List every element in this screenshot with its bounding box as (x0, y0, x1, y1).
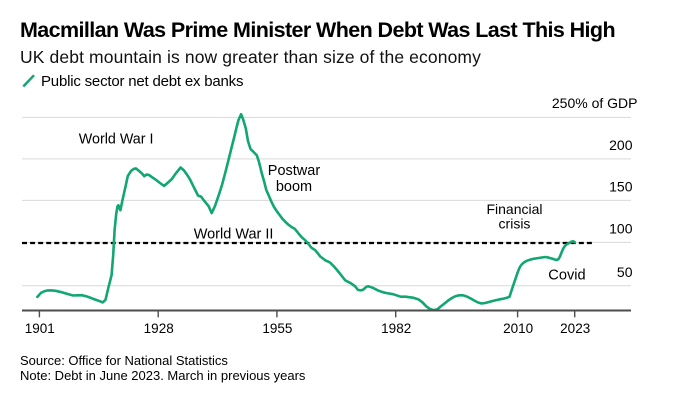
svg-text:50: 50 (617, 264, 633, 280)
svg-text:Financial: Financial (486, 201, 542, 217)
svg-text:250% of GDP: 250% of GDP (552, 95, 638, 111)
svg-text:100: 100 (609, 221, 633, 237)
svg-text:boom: boom (276, 179, 312, 195)
svg-text:1901: 1901 (25, 321, 55, 336)
svg-text:1955: 1955 (262, 321, 292, 336)
svg-text:Covid: Covid (548, 267, 585, 283)
svg-text:200: 200 (609, 137, 633, 153)
svg-text:150: 150 (609, 178, 633, 194)
svg-text:World War II: World War II (194, 226, 274, 242)
svg-text:2023: 2023 (560, 321, 590, 336)
svg-text:Postwar: Postwar (268, 163, 321, 179)
svg-text:2010: 2010 (503, 321, 533, 336)
svg-text:crisis: crisis (499, 216, 531, 232)
svg-text:World War I: World War I (79, 131, 154, 147)
svg-text:1982: 1982 (381, 321, 411, 336)
svg-text:1928: 1928 (144, 321, 174, 336)
